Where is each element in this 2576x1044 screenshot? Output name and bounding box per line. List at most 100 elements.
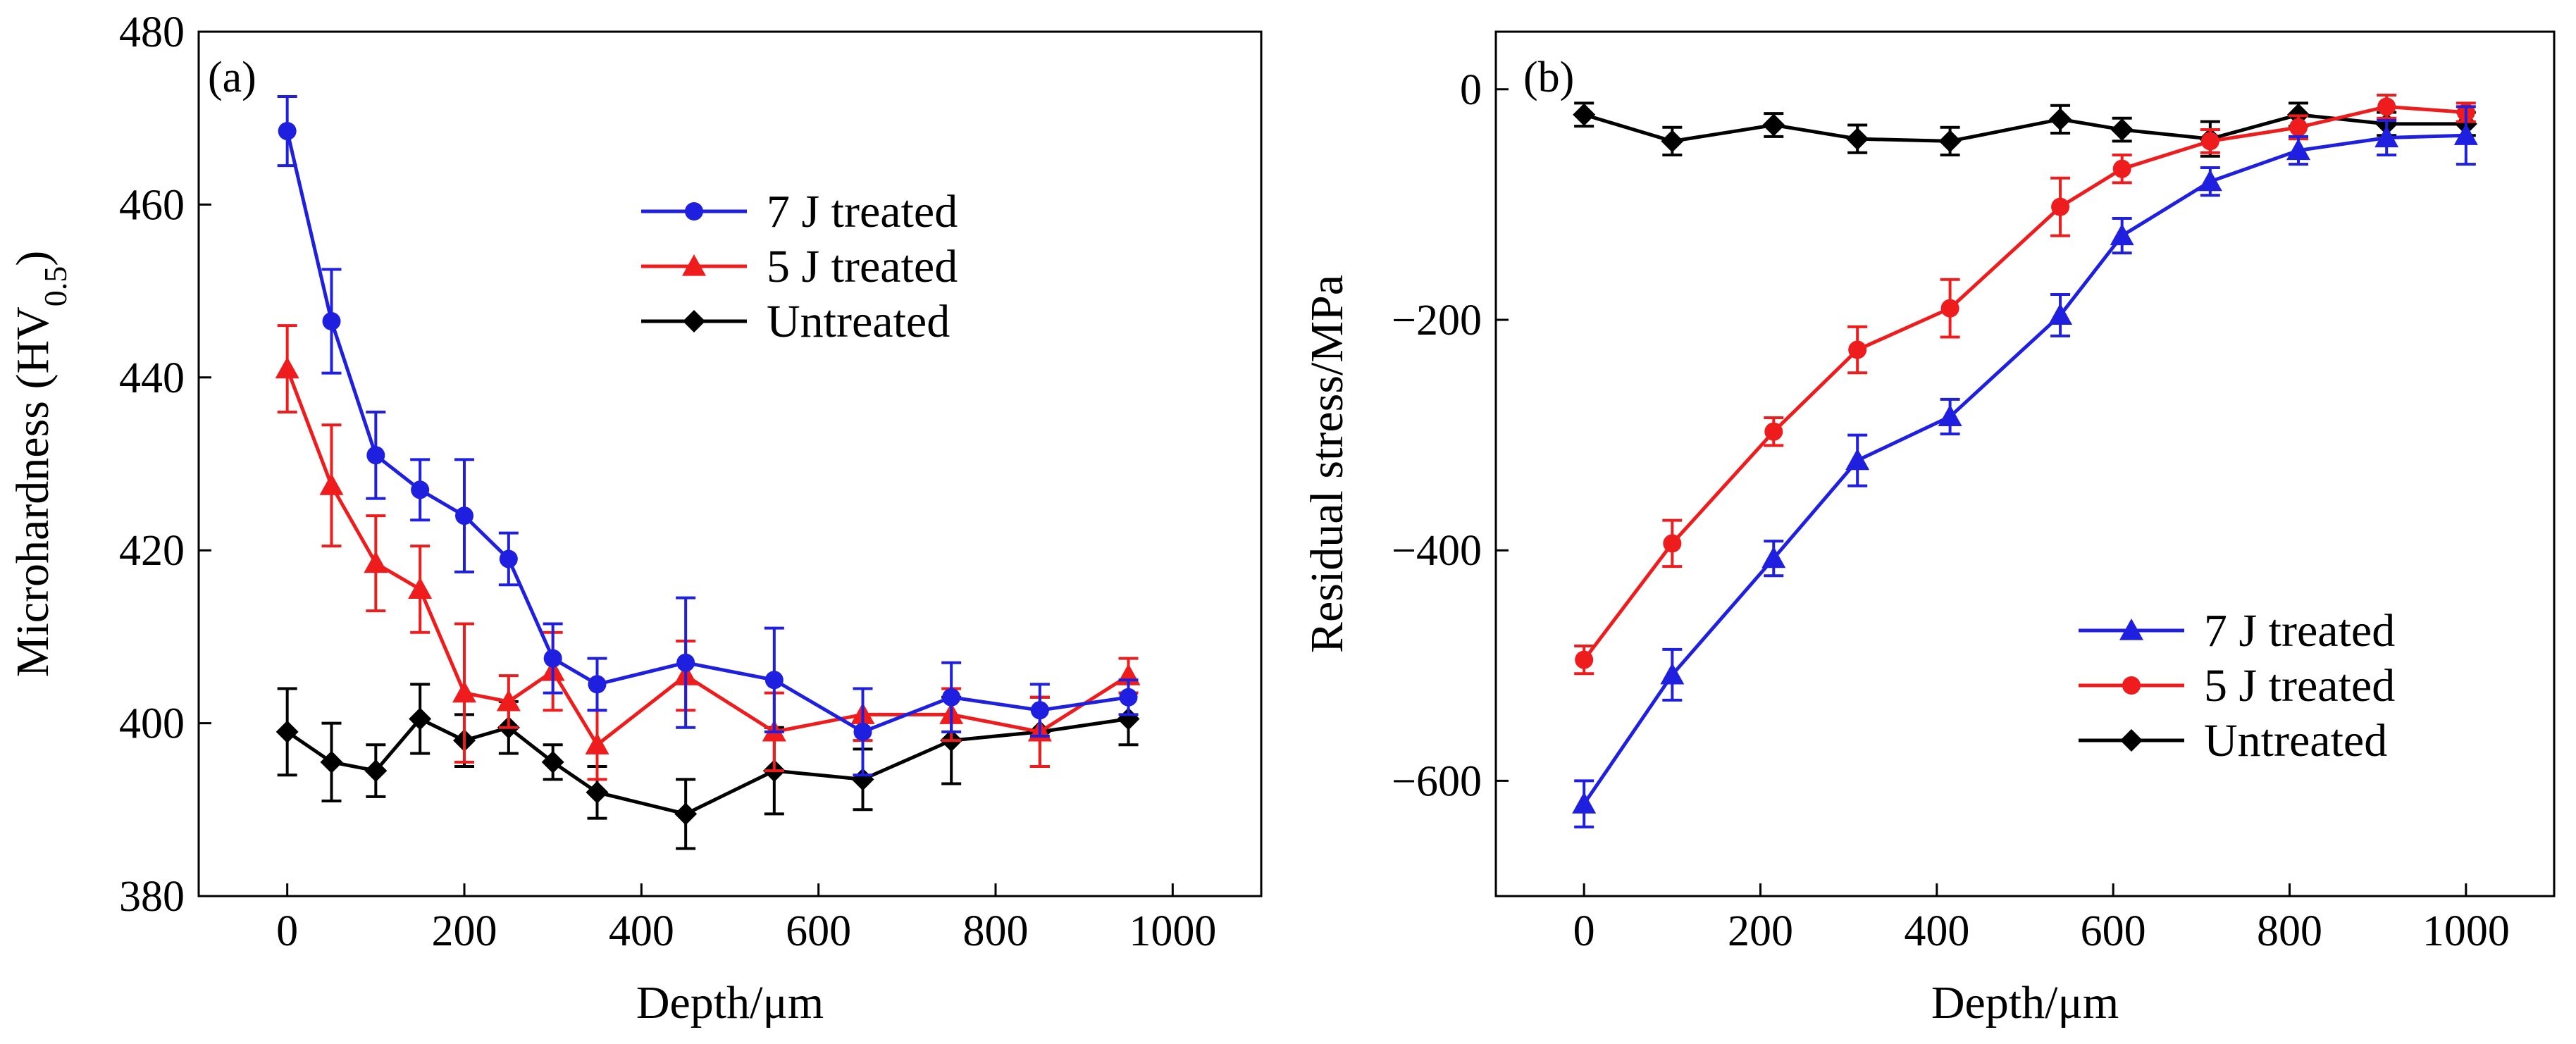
data-point	[853, 722, 872, 741]
data-point	[541, 750, 564, 773]
x-tick-label: 800	[963, 907, 1029, 955]
data-point	[455, 507, 473, 526]
legend-marker	[683, 310, 705, 333]
data-point	[364, 759, 388, 783]
data-point	[2049, 108, 2072, 131]
y-axis-label-subscript: 0.5	[37, 266, 73, 307]
x-axis-label: Depth/μm	[636, 977, 824, 1029]
legend-label: 7 J treated	[767, 186, 958, 237]
x-tick-label: 0	[276, 907, 298, 955]
data-point	[1575, 650, 1594, 669]
data-point	[319, 473, 344, 495]
legend-marker	[2122, 676, 2141, 695]
data-point	[1661, 130, 1684, 153]
y-tick-label: 420	[119, 527, 185, 575]
series-line	[286, 716, 1129, 816]
x-tick-label: 600	[786, 907, 851, 955]
x-tick-label: 800	[2257, 907, 2322, 955]
legend-item: Untreated	[2079, 715, 2387, 766]
data-point	[411, 480, 430, 499]
y-tick-label: −200	[1392, 297, 1482, 344]
data-point	[543, 649, 562, 668]
y-tick-label: 400	[119, 700, 185, 748]
data-point	[2110, 223, 2134, 246]
series-line	[285, 130, 1129, 734]
x-tick-label: 0	[1573, 907, 1595, 955]
data-point	[2110, 118, 2134, 142]
legend-marker	[2119, 619, 2143, 640]
data-point	[275, 720, 299, 743]
data-point	[1764, 422, 1783, 441]
series-untreated	[275, 683, 1140, 850]
data-point	[2112, 159, 2131, 178]
data-point	[676, 653, 695, 672]
panel-a-microhardness: 0 200 400 600 800 1000 380 400 420 440 460 480 Depth…	[7, 8, 1263, 1029]
legend-item: 7 J treated	[641, 186, 958, 237]
data-point	[2051, 197, 2070, 216]
y-tick-label: 440	[119, 354, 185, 402]
data-point	[499, 549, 518, 568]
legend-label: Untreated	[2204, 715, 2387, 766]
legend-item: 5 J treated	[641, 241, 958, 292]
data-point	[1846, 128, 1869, 151]
data-point	[2374, 125, 2399, 148]
x-tick-label: 400	[609, 907, 674, 955]
panel-b-residual-stress: 0 200 400 600 800 1000 0 −200 −400 −600 Depth/μm Re…	[1301, 30, 2556, 1029]
data-point	[278, 122, 297, 141]
data-point	[585, 733, 609, 754]
data-point	[1938, 404, 1962, 427]
data-point	[1762, 113, 1785, 137]
data-point	[586, 781, 609, 804]
data-point	[2200, 132, 2219, 151]
series-untreated	[1573, 101, 2477, 158]
data-point	[1572, 792, 1597, 814]
data-point	[366, 446, 385, 465]
data-point	[1573, 103, 1596, 126]
x-axis-label: Depth/μm	[1931, 977, 2119, 1029]
legend-item: 5 J treated	[2079, 660, 2395, 711]
series-7-j-treated	[277, 95, 1139, 777]
data-point	[1030, 701, 1049, 720]
x-tick-label: 600	[2081, 907, 2146, 955]
legend-marker	[2120, 729, 2143, 752]
y-tick-label: −600	[1392, 757, 1482, 805]
panel-label: (b)	[1523, 54, 1574, 101]
x-tick-label: 200	[432, 907, 497, 955]
x-tick-label: 400	[1904, 907, 1969, 955]
data-point	[2453, 123, 2478, 145]
data-point	[2377, 97, 2396, 116]
legend-item: Untreated	[641, 296, 950, 347]
y-axis-label-main: Microhardness (HV	[7, 306, 58, 677]
legend-marker	[685, 202, 703, 220]
legend-label: 5 J treated	[2204, 660, 2395, 711]
y-tick-label: −400	[1392, 527, 1482, 575]
data-point	[2198, 169, 2222, 192]
data-point	[942, 688, 961, 707]
series-line	[1583, 104, 2467, 661]
data-point	[322, 312, 341, 331]
data-point	[764, 671, 784, 690]
series-line	[285, 368, 1129, 747]
y-tick-label: 480	[119, 8, 185, 56]
legend-item: 7 J treated	[2079, 605, 2395, 657]
x-tick-label: 1000	[2422, 907, 2510, 955]
x-tick-label: 200	[1728, 907, 1793, 955]
data-point	[1848, 340, 1867, 359]
data-point	[1663, 534, 1682, 553]
data-point	[2289, 118, 2308, 137]
y-axis-label: Microhardness (HV0.5)	[7, 251, 73, 678]
data-point	[409, 707, 432, 731]
data-point	[588, 675, 607, 694]
panel-label: (a)	[208, 54, 256, 101]
legend-marker	[682, 254, 706, 276]
series-5-j-treated	[275, 324, 1141, 781]
legend-label: Untreated	[767, 296, 950, 347]
data-point	[1761, 546, 1786, 568]
series-7-j-treated	[1572, 105, 2478, 828]
y-tick-label: 460	[119, 181, 185, 229]
data-point	[1938, 130, 1962, 153]
data-point	[408, 577, 433, 599]
